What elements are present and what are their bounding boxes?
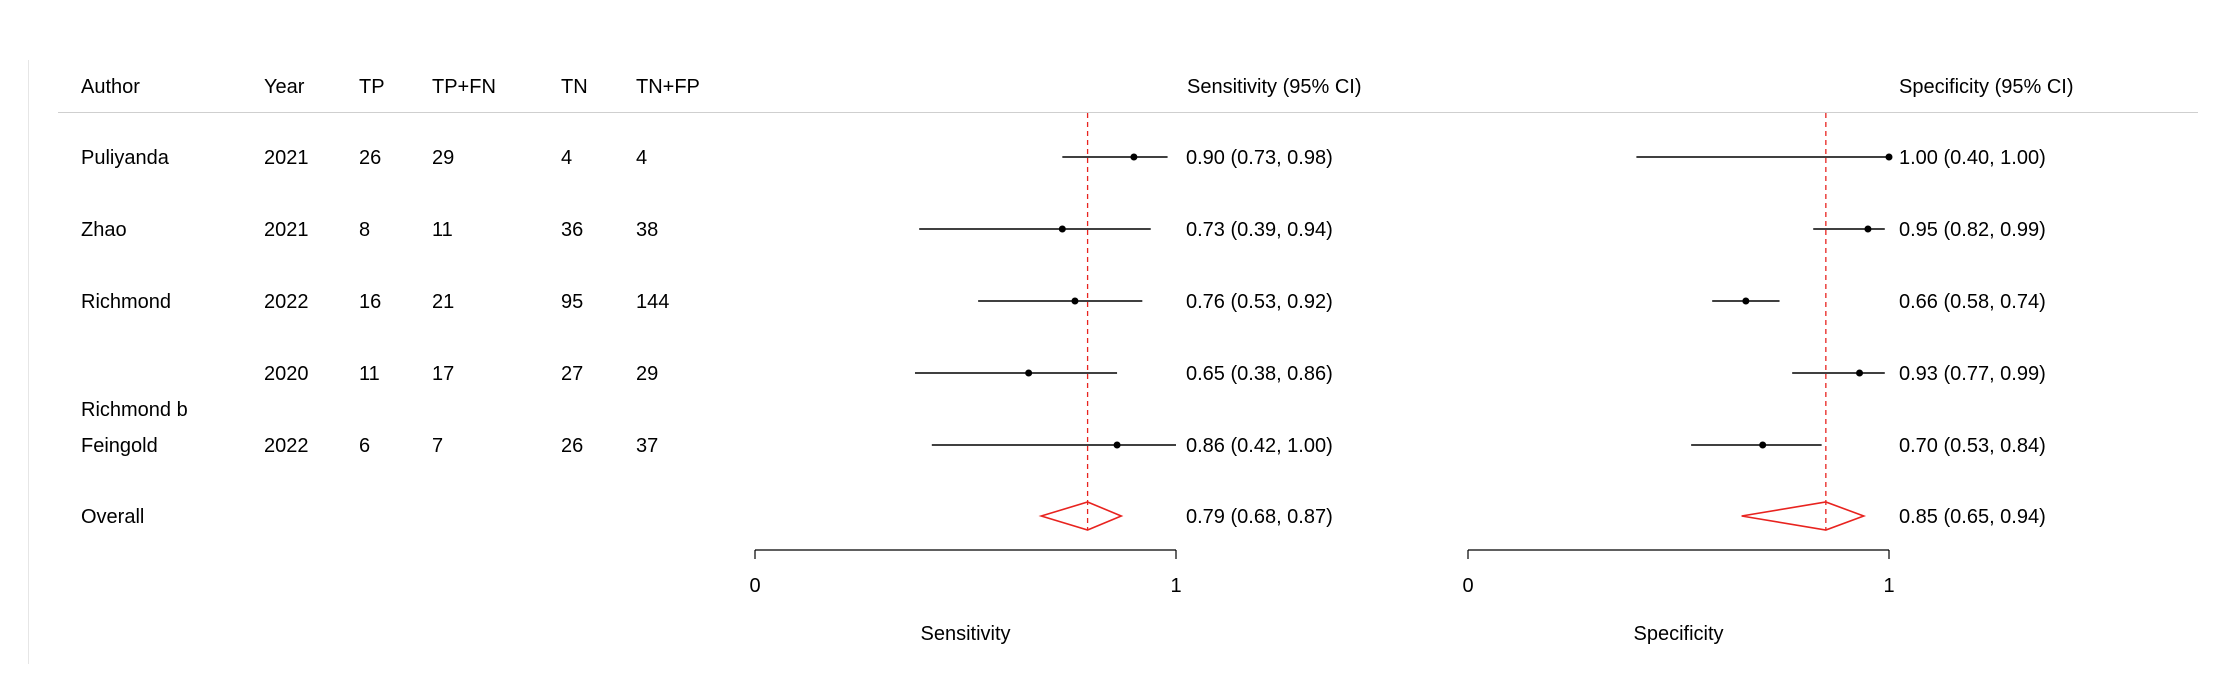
row-tp: 26 — [359, 147, 382, 169]
row-tnfp: 38 — [636, 219, 659, 241]
header-tn: TN — [561, 76, 588, 98]
sensitivity-point-estimate — [1130, 153, 1138, 161]
row-specificity-text: 0.93 (0.77, 0.99) — [1899, 363, 2046, 385]
row-year: 2020 — [264, 363, 309, 385]
row-tn: 27 — [561, 363, 584, 385]
sensitivity-point-estimate — [1058, 225, 1066, 233]
sensitivity-pooled-diamond — [1038, 501, 1124, 531]
specificity-point-estimate — [1856, 369, 1864, 377]
sensitivity-x-tick-label: 1 — [1170, 575, 1181, 597]
specificity-x-axis-label: Specificity — [1633, 623, 1723, 645]
specificity-point-estimate — [1864, 225, 1872, 233]
row-specificity-text: 0.70 (0.53, 0.84) — [1899, 435, 2046, 457]
row-specificity-text: 0.66 (0.58, 0.74) — [1899, 291, 2046, 313]
specificity-pooled-diamond — [1741, 501, 1867, 531]
row-sensitivity-text: 0.86 (0.42, 1.00) — [1186, 435, 1333, 457]
sensitivity-point-estimate — [1113, 441, 1121, 449]
plot-frame-line — [28, 60, 29, 664]
header-tp: TP — [359, 76, 385, 98]
row-tnfp: 4 — [636, 147, 648, 169]
header-specificity-ci: Specificity (95% CI) — [1899, 76, 2074, 98]
row-author: Zhao — [81, 219, 127, 241]
header-year: Year — [264, 76, 305, 98]
row-tnfp: 37 — [636, 435, 659, 457]
row-tn: 36 — [561, 219, 584, 241]
row-tn: 4 — [561, 147, 573, 169]
overall-label: Overall — [81, 506, 145, 528]
row-tn: 95 — [561, 291, 584, 313]
header-author: Author — [81, 76, 140, 98]
row-author: Richmond — [81, 291, 172, 313]
row-tp: 11 — [359, 363, 380, 385]
row-tp: 8 — [359, 219, 371, 241]
header-rule — [58, 112, 2198, 113]
overall-specificity-text: 0.85 (0.65, 0.94) — [1899, 506, 2046, 528]
row-author: Puliyanda — [81, 147, 169, 169]
row-specificity-text: 0.95 (0.82, 0.99) — [1899, 219, 2046, 241]
row-specificity-text: 1.00 (0.40, 1.00) — [1899, 147, 2046, 169]
row-tpfn: 21 — [432, 291, 455, 313]
header-tpfn: TP+FN — [432, 76, 496, 98]
specificity-x-tick-label: 1 — [1883, 575, 1894, 597]
row-tpfn: 17 — [432, 363, 455, 385]
sensitivity-x-tick-label: 0 — [749, 575, 760, 597]
row-tnfp: 29 — [636, 363, 659, 385]
specificity-point-estimate — [1742, 297, 1750, 305]
row-year: 2022 — [264, 291, 309, 313]
row-tnfp: 144 — [636, 291, 670, 313]
row-sensitivity-text: 0.90 (0.73, 0.98) — [1186, 147, 1333, 169]
specificity-point-estimate — [1759, 441, 1767, 449]
row-author: Feingold — [81, 435, 158, 457]
row-tpfn: 29 — [432, 147, 455, 169]
row-tp: 6 — [359, 435, 371, 457]
sensitivity-point-estimate — [1025, 369, 1033, 377]
header-sensitivity-ci: Sensitivity (95% CI) — [1187, 76, 1362, 98]
overall-sensitivity-text: 0.79 (0.68, 0.87) — [1186, 506, 1333, 528]
specificity-x-tick-label: 0 — [1462, 575, 1473, 597]
row-tp: 16 — [359, 291, 382, 313]
row-tpfn: 7 — [432, 435, 444, 457]
sensitivity-point-estimate — [1071, 297, 1079, 305]
specificity-point-estimate — [1885, 153, 1893, 161]
sensitivity-x-axis-label: Sensitivity — [920, 623, 1010, 645]
row-year: 2021 — [264, 147, 309, 169]
row-tpfn: 11 — [432, 219, 453, 241]
row-sensitivity-text: 0.65 (0.38, 0.86) — [1186, 363, 1333, 385]
row-tn: 26 — [561, 435, 584, 457]
row-sensitivity-text: 0.76 (0.53, 0.92) — [1186, 291, 1333, 313]
row-year: 2021 — [264, 219, 309, 241]
row-sensitivity-text: 0.73 (0.39, 0.94) — [1186, 219, 1333, 241]
stray-author-label: Richmond b — [81, 399, 188, 421]
header-tnfp: TN+FP — [636, 76, 700, 98]
row-year: 2022 — [264, 435, 309, 457]
